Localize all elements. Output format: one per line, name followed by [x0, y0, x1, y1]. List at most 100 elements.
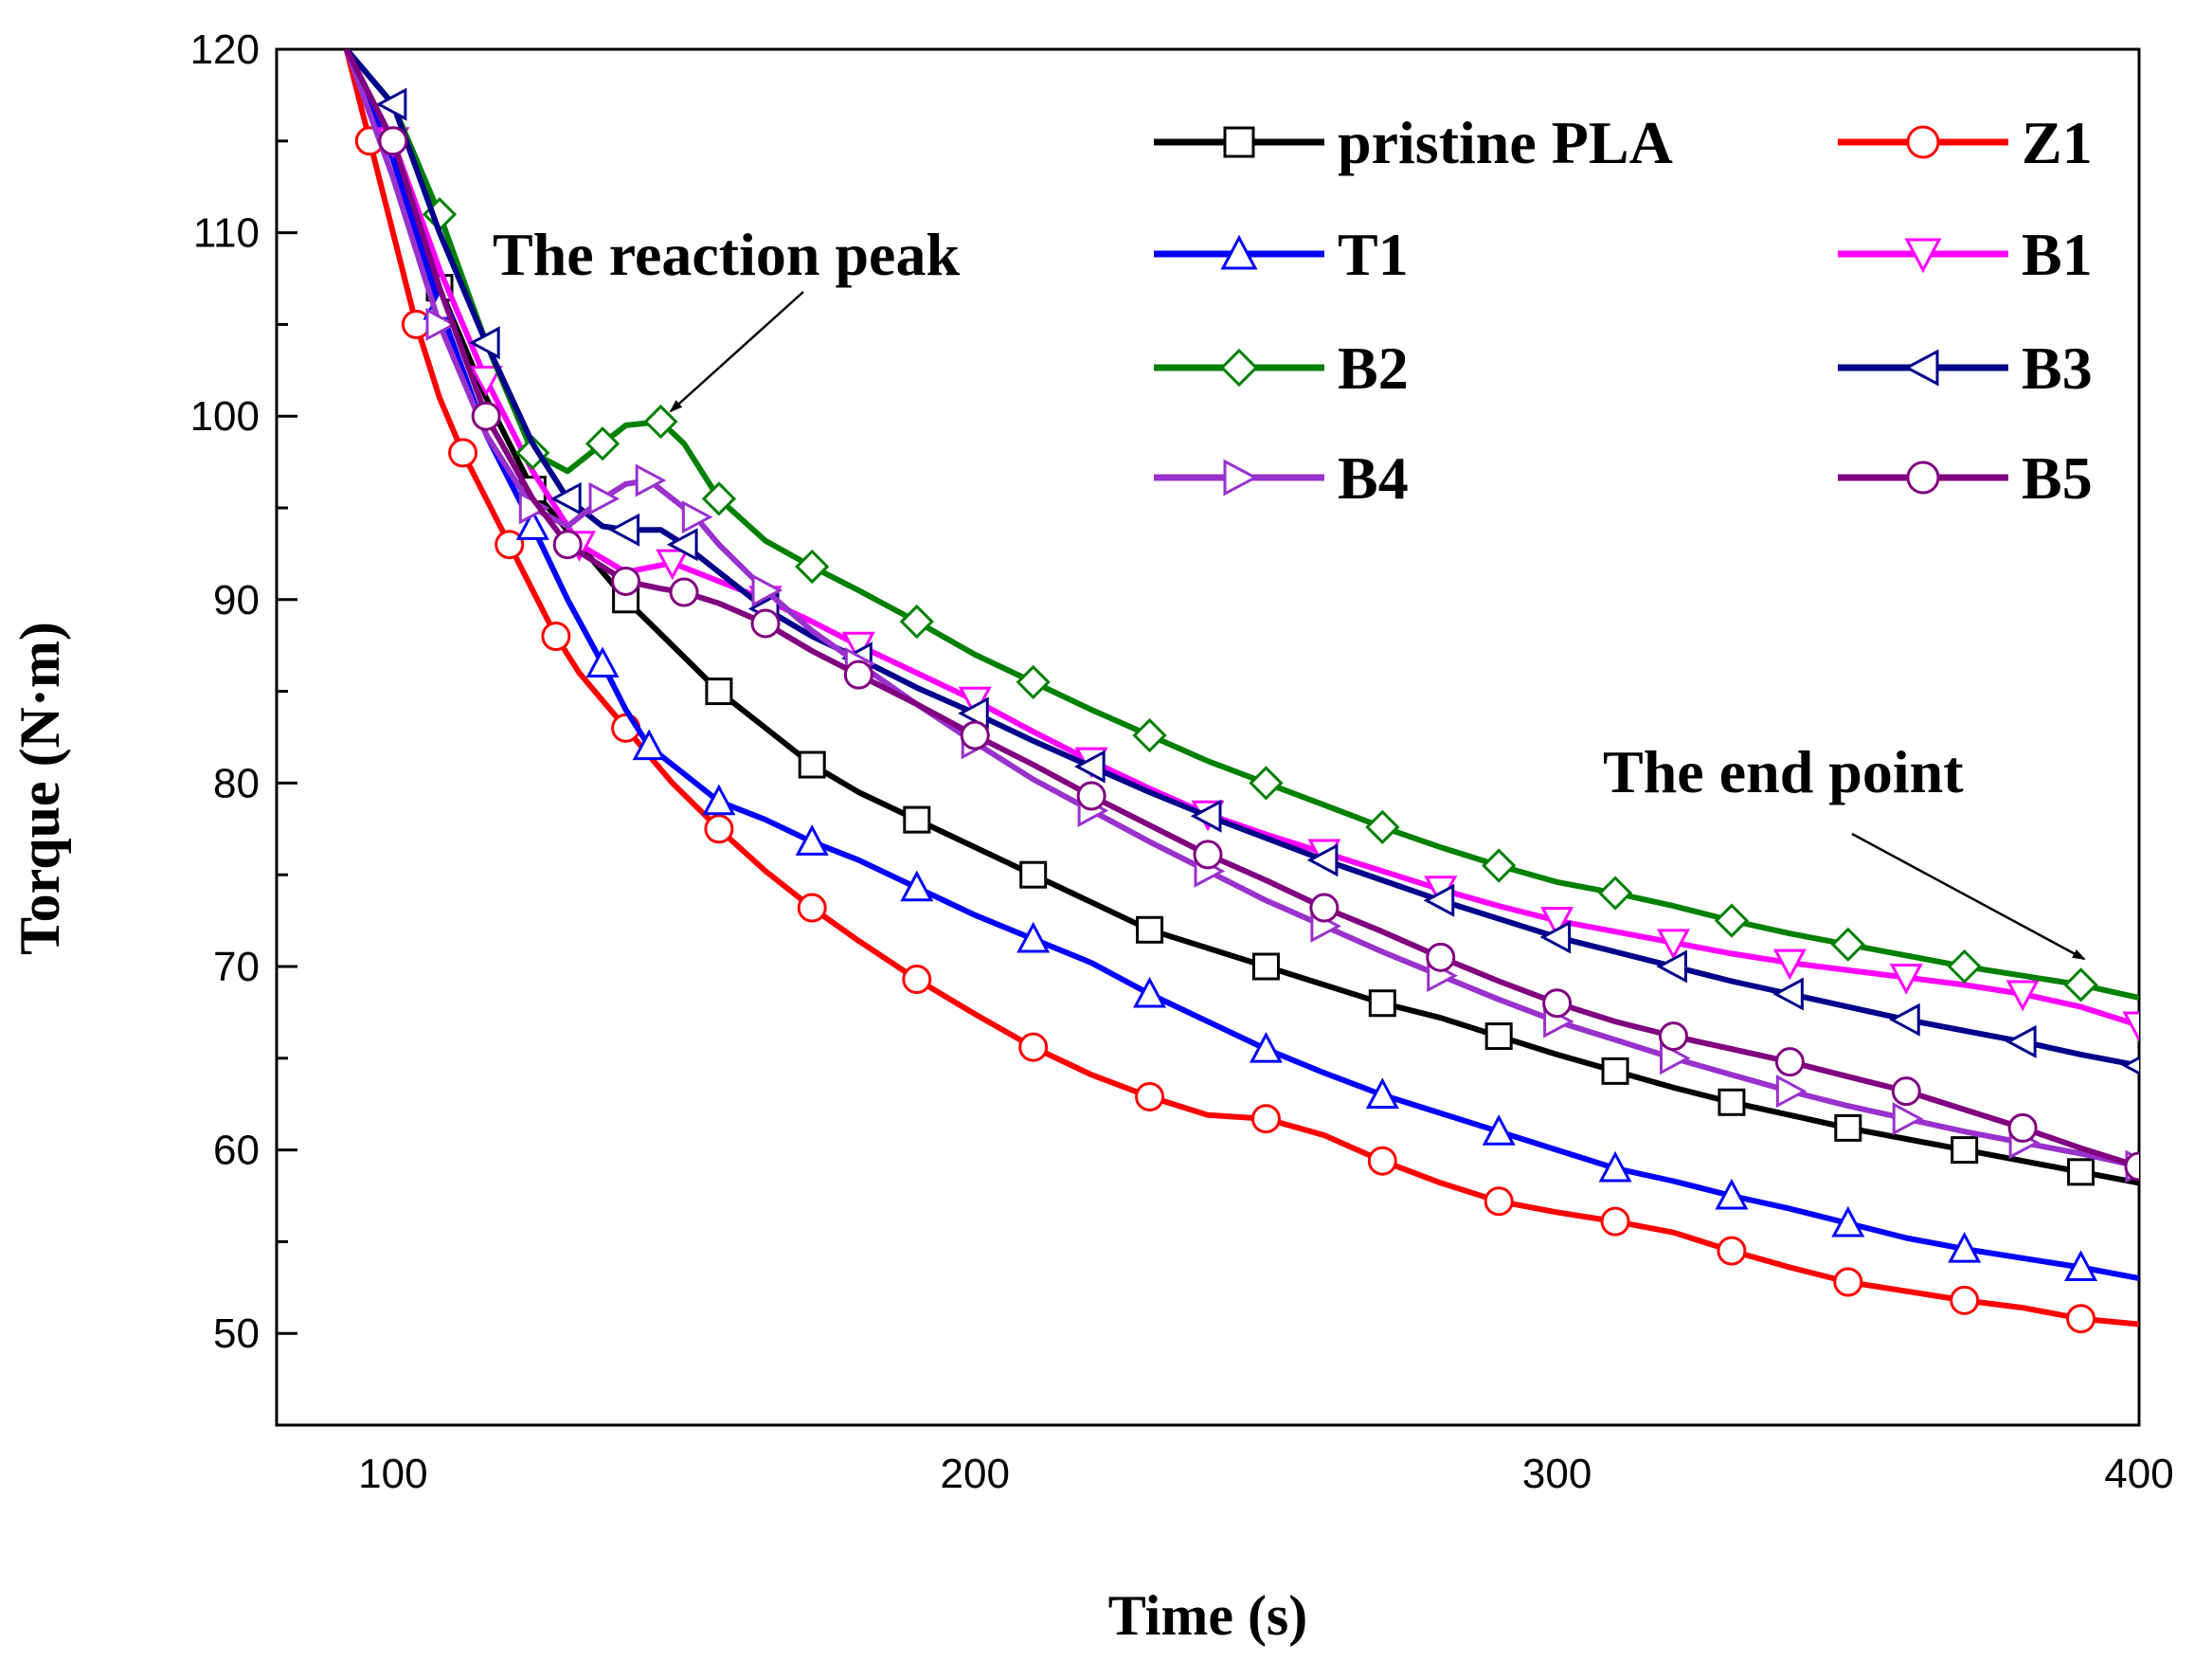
- data-point-b4: [425, 307, 458, 341]
- data-point-b3: [550, 481, 582, 515]
- data-point-b3: [468, 326, 500, 360]
- data-point-b3: [608, 513, 640, 547]
- data-point-pristine-pla: [1251, 952, 1280, 981]
- data-point-t1: [1831, 1205, 1865, 1237]
- data-point-t1: [1016, 921, 1051, 953]
- legend-entry-z1: Z1: [1838, 109, 2093, 176]
- data-point-b1: [1772, 948, 1807, 981]
- legend-swatch-marker: [1904, 238, 1942, 274]
- legend-swatch-marker: [1223, 459, 1259, 497]
- series-b5: [344, 49, 2139, 1182]
- annotation-end-point: The end point: [1603, 738, 2086, 961]
- series-pristine-pla: [343, 49, 2139, 1186]
- data-point-b1: [1656, 929, 1691, 961]
- y-tick-label: 100: [190, 393, 260, 440]
- data-point-b4: [588, 481, 620, 515]
- data-point-t1: [515, 509, 549, 540]
- data-point-pristine-pla: [1136, 915, 1164, 944]
- data-point-t1: [1715, 1178, 1749, 1210]
- data-point-b5: [2007, 1112, 2038, 1143]
- x-tick-label: 100: [358, 1451, 427, 1497]
- series-line-b2: [344, 49, 2139, 1001]
- y-tick-label: 60: [213, 1128, 260, 1174]
- data-point-b1: [1889, 964, 1923, 995]
- data-point-b4: [751, 573, 783, 607]
- y-axis-title: Torque (N·m): [9, 622, 71, 955]
- data-point-b5: [1193, 840, 1223, 870]
- legend-entry-b3: B3: [1838, 334, 2093, 402]
- data-point-b2: [1830, 927, 1865, 962]
- data-point-z1: [1018, 1032, 1049, 1062]
- series-b2: [344, 49, 2139, 1003]
- data-point-b3: [375, 87, 407, 121]
- data-point-b5: [471, 401, 501, 431]
- legend-label: B5: [2022, 444, 2093, 512]
- data-point-b5: [1659, 1021, 1688, 1052]
- legend-label: Z1: [2022, 109, 2093, 176]
- data-point-t1: [1133, 976, 1167, 1008]
- data-point-b2: [795, 549, 830, 585]
- data-point-z1: [2066, 1304, 2096, 1334]
- data-point-b4: [1775, 1075, 1807, 1109]
- data-point-z1: [797, 893, 827, 923]
- data-point-b3: [1306, 843, 1339, 877]
- data-point-t1: [702, 784, 736, 816]
- series-line-t1: [343, 49, 2139, 1282]
- legend-label: B4: [1338, 444, 1409, 512]
- legend-entry-b1: B1: [1838, 221, 2093, 288]
- annotation-reaction-peak-arrow: [669, 291, 804, 413]
- data-point-t1: [2064, 1250, 2098, 1282]
- data-point-z1: [1484, 1186, 1514, 1217]
- data-point-z1: [1250, 1104, 1281, 1134]
- data-point-t1: [632, 729, 666, 761]
- data-point-b3: [1889, 1003, 1920, 1037]
- y-tick-label: 80: [213, 760, 260, 806]
- x-axis-title: Time (s): [1108, 1584, 1308, 1647]
- data-point-b2: [584, 426, 620, 461]
- data-point-b5: [1076, 781, 1106, 811]
- series-z1: [343, 49, 2139, 1334]
- data-point-b2: [643, 404, 678, 440]
- data-point-z1: [1600, 1206, 1630, 1237]
- legend-entry-b2: B2: [1154, 334, 1409, 402]
- series-t1: [343, 49, 2139, 1282]
- legend-label: pristine PLA: [1338, 109, 1673, 176]
- data-point-b4: [681, 500, 713, 534]
- data-point-b3: [1190, 799, 1222, 833]
- data-point-b1: [469, 365, 503, 397]
- data-point-b5: [611, 566, 641, 596]
- data-point-pristine-pla: [1834, 1113, 1862, 1142]
- data-point-b3: [958, 696, 989, 731]
- data-point-pristine-pla: [1951, 1136, 1979, 1165]
- data-point-t1: [1598, 1150, 1632, 1183]
- data-point-b1: [2005, 980, 2040, 1012]
- data-point-b4: [1660, 1041, 1691, 1075]
- data-point-pristine-pla: [1484, 1022, 1513, 1051]
- data-point-b5: [669, 577, 699, 607]
- series-line-b1: [344, 49, 2139, 1028]
- data-point-b2: [1132, 717, 1167, 753]
- annotation-reaction-peak-text: The reaction peak: [493, 221, 960, 288]
- legend-swatch-marker: [1219, 348, 1259, 388]
- x-tick-label: 300: [1522, 1451, 1592, 1497]
- data-point-b4: [1892, 1102, 1924, 1136]
- data-point-b5: [2124, 1151, 2139, 1182]
- annotation-end-point-arrow: [1851, 832, 2086, 961]
- legend-entry-b5: B5: [1838, 444, 2093, 512]
- series-line-b3: [344, 49, 2139, 1069]
- data-point-z1: [448, 438, 478, 468]
- data-point-b5: [960, 720, 990, 750]
- data-point-b3: [1073, 750, 1106, 784]
- data-point-pristine-pla: [1717, 1088, 1746, 1116]
- legend-swatch-marker: [1906, 461, 1940, 495]
- data-point-pristine-pla: [1019, 860, 1048, 889]
- data-point-b5: [552, 530, 583, 560]
- data-point-b5: [1774, 1047, 1805, 1077]
- data-point-b3: [1423, 883, 1455, 917]
- data-point-b2: [899, 604, 934, 640]
- data-point-t1: [1249, 1031, 1283, 1063]
- data-point-b3: [1656, 949, 1687, 984]
- y-tick-label: 110: [193, 210, 260, 257]
- series-layer: [343, 49, 2139, 1334]
